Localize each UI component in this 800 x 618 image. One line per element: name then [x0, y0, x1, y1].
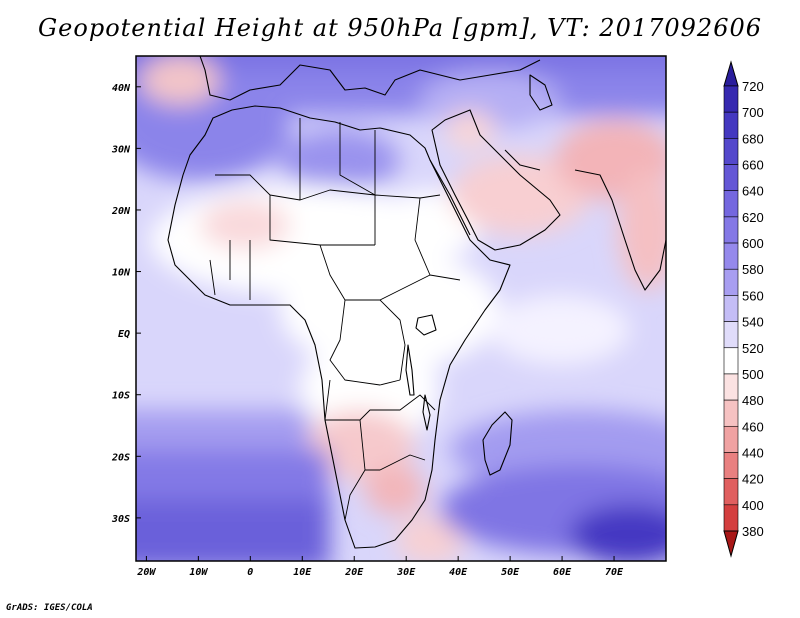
colorbar-label: 520: [742, 341, 764, 356]
map-title: Geopotential Height at 950hPa [gpm], VT:…: [38, 14, 762, 42]
colorbar-swatch: [723, 321, 739, 349]
colorbar-swatch: [723, 111, 739, 139]
colorbar-swatch: [723, 452, 739, 479]
lon-tick-label: 10W: [189, 567, 208, 578]
colorbar-label: 500: [742, 367, 764, 382]
lat-tick-label: 10S: [112, 391, 130, 402]
colorbar: 720 700 680 660 640 620 600 580 560 540 520 500 480 4…: [723, 60, 764, 558]
lon-tick-label: 0: [247, 567, 253, 578]
lon-tick-label: 60E: [553, 567, 572, 578]
colorbar-swatch: [723, 399, 739, 427]
colorbar-label: 660: [742, 158, 764, 173]
lon-tick-label: 10E: [293, 567, 312, 578]
colorbar-label: 640: [742, 184, 764, 199]
lat-tick-label: 40N: [112, 83, 131, 94]
lon-tick-label: 30E: [396, 567, 416, 578]
lon-tick-label: 50E: [501, 567, 520, 578]
coastlines: [167, 56, 666, 549]
lat-tick-label: EQ: [118, 329, 130, 340]
colorbar-swatch: [723, 478, 739, 506]
colorbar-label: 380: [742, 524, 764, 539]
lon-tick-label: 40E: [449, 567, 468, 578]
lake-tanganyika: [405, 344, 415, 396]
caspian-coastline: [529, 74, 553, 111]
colorbar-swatch: [723, 242, 739, 270]
colorbar-label: 600: [742, 236, 764, 251]
lat-tick-label: 20N: [111, 206, 131, 217]
colorbar-swatch: [723, 85, 739, 113]
colorbar-label: 580: [742, 262, 764, 277]
lake-victoria: [415, 314, 437, 336]
longitude-axis: 20W 10W 0 10E 20E 30E 40E 50E 60E 70E: [136, 556, 624, 578]
africa-coastline: [167, 105, 511, 549]
lon-tick-label: 20W: [136, 567, 156, 578]
colorbar-label: 620: [742, 210, 764, 225]
lat-tick-label: 30S: [111, 514, 130, 525]
colorbar-swatch: [723, 138, 739, 165]
europe-coastline: [199, 56, 541, 101]
lon-tick-label: 70E: [605, 567, 624, 578]
colorbar-swatch: [723, 295, 739, 322]
madagascar-coastline: [482, 411, 513, 476]
colorbar-swatch: [723, 190, 739, 218]
colorbar-label: 540: [742, 315, 764, 330]
lat-tick-label: 20S: [111, 452, 130, 463]
persian-gulf: [504, 149, 541, 171]
lon-tick-label: 20E: [344, 567, 364, 578]
colorbar-max-arrow: [723, 60, 739, 87]
arabia-coastline: [431, 109, 561, 251]
grads-credit: GrADS: IGES/COLA: [6, 603, 93, 613]
colorbar-label: 400: [742, 498, 764, 513]
colorbar-swatch: [723, 216, 739, 244]
colorbar-label: 680: [742, 131, 764, 146]
country-borders: [209, 118, 461, 521]
colorbar-label: 440: [742, 445, 764, 460]
colorbar-swatch: [723, 164, 739, 192]
colorbar-swatch: [723, 347, 739, 375]
colorbar-label: 420: [742, 472, 764, 487]
lat-tick-label: 30N: [111, 144, 131, 155]
lake-malawi: [422, 394, 431, 431]
colorbar-label: 460: [742, 419, 764, 434]
colorbar-label: 560: [742, 288, 764, 303]
colorbar-swatch: [723, 373, 739, 401]
colorbar-swatch: [723, 425, 739, 453]
colorbar-label: 480: [742, 393, 764, 408]
colorbar-swatch: [723, 268, 739, 296]
colorbar-min-arrow: [723, 530, 739, 558]
height-field: [136, 56, 666, 561]
lat-tick-label: 10N: [112, 268, 131, 279]
latitude-axis: 40N 30N 20N 10N EQ 10S 20S 30S: [111, 83, 141, 525]
colorbar-label: 720: [742, 79, 764, 94]
map-frame: [135, 55, 667, 562]
india-coastline: [574, 169, 666, 291]
colorbar-label: 700: [742, 105, 764, 120]
colorbar-swatch: [723, 504, 739, 532]
red-sea: [429, 159, 471, 236]
